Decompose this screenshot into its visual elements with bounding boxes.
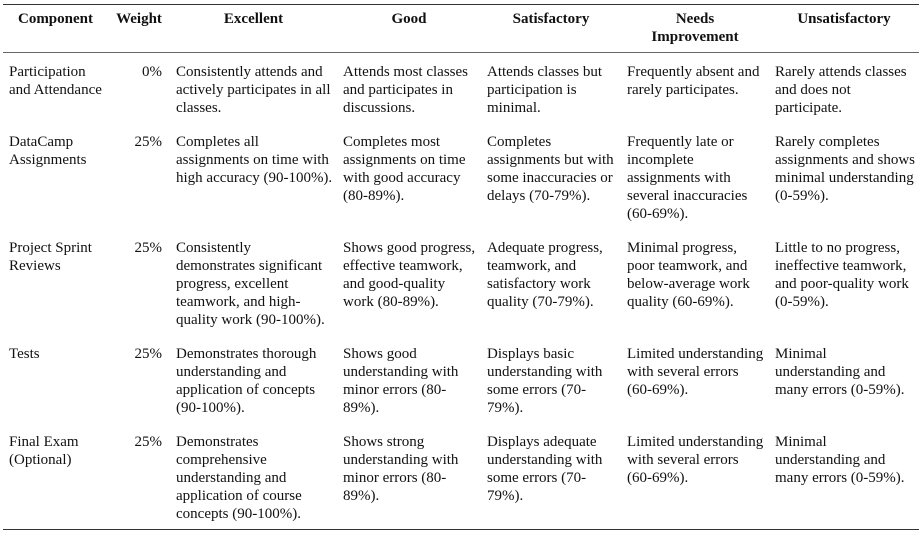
table-row: Participation and Attendance 0% Consiste… bbox=[3, 53, 919, 124]
unsatisfactory-cell: Minimal understanding and many errors (0… bbox=[775, 346, 905, 398]
table-row: Tests 25% Demonstrates thorough understa… bbox=[3, 335, 919, 423]
satisfactory-cell: Adequate progress, teamwork, and satisfa… bbox=[487, 240, 603, 310]
satisfactory-cell: Completes assignments but with some inac… bbox=[487, 134, 614, 204]
header-component: Component bbox=[3, 4, 108, 53]
component-cell: Project Sprint Reviews bbox=[9, 240, 92, 274]
unsatisfactory-cell: Minimal understanding and many errors (0… bbox=[769, 423, 919, 530]
weight-cell: 25% bbox=[134, 134, 163, 150]
weight-cell: 25% bbox=[134, 346, 163, 362]
excellent-cell: Consistently demonstrates significant pr… bbox=[176, 240, 325, 328]
table-row: Project Sprint Reviews 25% Consistently … bbox=[3, 229, 919, 335]
good-cell: Shows good progress, effective teamwork,… bbox=[343, 240, 476, 310]
weight-cell: 25% bbox=[108, 423, 170, 530]
satisfactory-cell: Displays basic understanding with some e… bbox=[487, 346, 603, 416]
excellent-cell: Completes all assignments on time with h… bbox=[176, 134, 333, 186]
component-cell: Final Exam (Optional) bbox=[3, 423, 108, 530]
header-excellent: Excellent bbox=[170, 4, 337, 53]
component-cell: Tests bbox=[9, 346, 40, 362]
header-needs-improvement: Needs Improvement bbox=[621, 4, 769, 53]
needs-improvement-cell: Minimal progress, poor teamwork, and bel… bbox=[627, 240, 750, 310]
unsatisfactory-cell: Rarely attends classes and does not part… bbox=[775, 64, 907, 116]
excellent-cell: Demonstrates comprehensive understanding… bbox=[170, 423, 337, 530]
needs-improvement-cell: Frequently late or incomplete assignment… bbox=[627, 134, 748, 222]
table-row: Final Exam (Optional) 25% Demonstrates c… bbox=[3, 423, 919, 530]
satisfactory-cell: Attends classes but participation is min… bbox=[487, 64, 602, 116]
needs-improvement-cell: Limited understanding with several error… bbox=[621, 423, 769, 530]
header-unsatisfactory: Unsatisfactory bbox=[769, 4, 919, 53]
excellent-cell: Demonstrates thorough understanding and … bbox=[176, 346, 317, 416]
component-cell: DataCamp Assignments bbox=[9, 134, 87, 168]
grading-rubric-table: Component Weight Excellent Good Satisfac… bbox=[3, 4, 919, 530]
excellent-cell: Consistently attends and actively partic… bbox=[176, 64, 331, 116]
good-cell: Attends most classes and participates in… bbox=[343, 64, 468, 116]
good-cell: Completes most assignments on time with … bbox=[343, 134, 466, 204]
weight-cell: 25% bbox=[134, 240, 163, 256]
good-cell: Shows good understanding with minor erro… bbox=[343, 346, 459, 416]
unsatisfactory-cell: Little to no progress, ineffective teamw… bbox=[775, 240, 909, 310]
header-satisfactory: Satisfactory bbox=[481, 4, 621, 53]
header-row: Component Weight Excellent Good Satisfac… bbox=[3, 4, 919, 53]
unsatisfactory-cell: Rarely completes assignments and shows m… bbox=[775, 134, 915, 204]
satisfactory-cell: Displays adequate understanding with som… bbox=[481, 423, 621, 530]
component-cell: Participation and Attendance bbox=[9, 64, 102, 98]
good-cell: Shows strong understanding with minor er… bbox=[337, 423, 481, 530]
table-row: DataCamp Assignments 25% Completes all a… bbox=[3, 123, 919, 229]
weight-cell: 0% bbox=[142, 64, 162, 80]
header-good: Good bbox=[337, 4, 481, 53]
needs-improvement-cell: Limited understanding with several error… bbox=[627, 346, 764, 398]
needs-improvement-cell: Frequently absent and rarely participate… bbox=[627, 64, 760, 98]
header-weight: Weight bbox=[108, 4, 170, 53]
